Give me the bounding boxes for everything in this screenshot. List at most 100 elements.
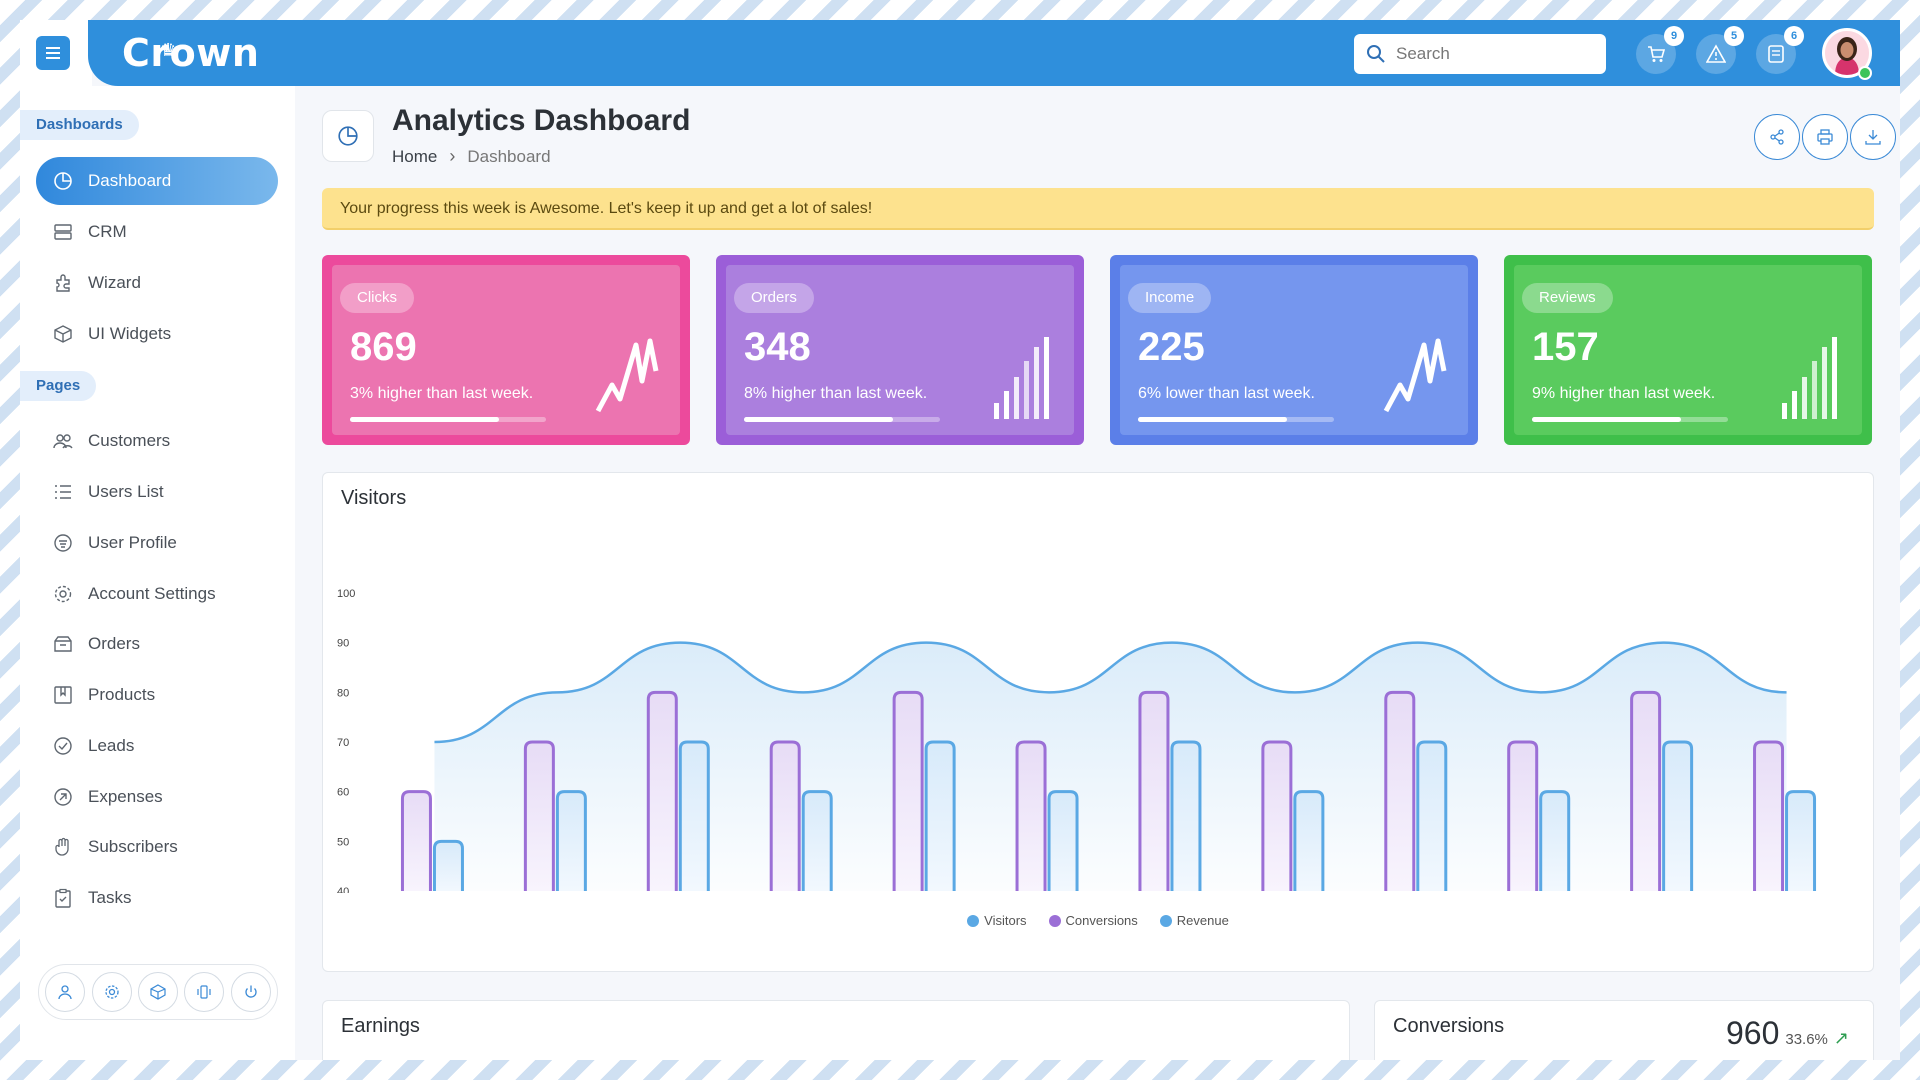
chart-legend: Visitors Conversions Revenue <box>323 913 1873 928</box>
card-note: 6% lower than last week. <box>1138 385 1315 402</box>
sidebar-item-expenses[interactable]: Expenses <box>36 773 278 821</box>
share-icon <box>1770 129 1784 145</box>
menu-button[interactable] <box>36 36 70 70</box>
messages-button[interactable]: 6 <box>1756 26 1804 74</box>
card-progress-fill <box>1532 417 1681 422</box>
sidebar-item-label: Orders <box>88 634 140 653</box>
legend-label: Revenue <box>1176 913 1229 928</box>
sidebar-item-users-list[interactable]: Users List <box>36 468 278 516</box>
conversions-panel: Conversions 960 33.6% ↗ <box>1374 1000 1874 1060</box>
y-tick-label: 40 <box>337 886 349 893</box>
sidebar-item-subscribers[interactable]: Subscribers <box>36 823 278 871</box>
earnings-panel: Earnings <box>322 1000 1350 1060</box>
sidebar-item-label: Products <box>88 685 156 704</box>
sidebar-item-dashboard[interactable]: Dashboard <box>36 157 278 205</box>
sidebar-item-label: Customers <box>88 431 171 450</box>
cube-icon <box>150 984 166 1000</box>
user-icon <box>58 985 72 1000</box>
conversions-bar <box>1384 690 1416 891</box>
card-progress <box>350 417 546 422</box>
search-input[interactable] <box>1396 44 1586 64</box>
visitors-title: Visitors <box>341 487 407 509</box>
sidebar-item-leads[interactable]: Leads <box>36 722 278 770</box>
sidebar-item-user-profile[interactable]: User Profile <box>36 519 278 567</box>
sidebar-item-ui-widgets[interactable]: UI Widgets <box>36 310 278 358</box>
visitors-line <box>434 641 1787 744</box>
widgets-button[interactable] <box>137 972 178 1012</box>
product-icon <box>52 684 74 706</box>
download-button[interactable] <box>1850 114 1896 160</box>
cart-icon <box>1648 46 1666 62</box>
vibrate-button[interactable] <box>184 972 225 1012</box>
card-value: 869 <box>350 325 417 369</box>
legend-label: Conversions <box>1065 913 1138 928</box>
card-progress <box>1532 417 1728 422</box>
sidebar-item-products[interactable]: Products <box>36 671 278 719</box>
legend-item-visitors[interactable]: Visitors <box>967 913 1027 928</box>
avatar[interactable] <box>1822 28 1872 78</box>
crown-icon: ♛ <box>160 40 177 61</box>
cart-button[interactable]: 9 <box>1636 26 1684 74</box>
search-box[interactable] <box>1354 34 1606 74</box>
card-label: Clicks <box>340 283 414 313</box>
legend-dot <box>967 914 980 927</box>
sidebar-item-orders[interactable]: Orders <box>36 620 278 668</box>
legend-dot <box>1048 914 1061 927</box>
chevron-right-icon: › <box>449 146 456 166</box>
visitors-panel: Visitors 405060708090100JanFebMarAprMayJ… <box>322 472 1874 972</box>
profile-button[interactable] <box>45 972 86 1012</box>
stat-card-clicks[interactable]: Clicks 869 3% higher than last week. <box>322 255 690 445</box>
sidebar-quick-actions <box>38 964 278 1020</box>
conversions-bar <box>400 790 432 891</box>
stat-card-income[interactable]: Income 225 6% lower than last week. <box>1110 255 1478 445</box>
vibrate-icon <box>197 985 211 999</box>
print-button[interactable] <box>1802 114 1848 160</box>
users-icon <box>52 430 74 452</box>
section-label-dashboards: Dashboards <box>20 110 139 140</box>
y-tick-label: 50 <box>337 836 349 848</box>
profile-icon <box>52 532 74 554</box>
revenue-bar <box>432 839 464 891</box>
zigzag-icon <box>1383 338 1447 413</box>
list-icon <box>52 481 74 503</box>
legend-item-revenue[interactable]: Revenue <box>1159 913 1229 928</box>
sidebar-item-label: Dashboard <box>88 171 172 190</box>
card-value: 348 <box>744 325 811 369</box>
sidebar-item-wizard[interactable]: Wizard <box>36 259 278 307</box>
breadcrumb-home[interactable]: Home <box>392 146 438 166</box>
logout-button[interactable] <box>230 972 271 1012</box>
brand-logo[interactable]: ♛ Crown <box>122 26 259 80</box>
revenue-bar <box>1416 740 1448 891</box>
conversions-percent: 33.6% <box>1785 1031 1828 1048</box>
revenue-bar <box>1293 790 1325 891</box>
stat-card-reviews[interactable]: Reviews 157 9% higher than last week. <box>1504 255 1872 445</box>
conversions-bar <box>1507 740 1539 891</box>
signal-bars-icon <box>1782 337 1837 419</box>
printer-icon <box>1817 129 1833 145</box>
legend-dot <box>1159 914 1172 927</box>
conversions-bar <box>769 740 801 891</box>
archive-icon <box>52 633 74 655</box>
zigzag-icon <box>595 338 659 413</box>
puzzle-icon <box>52 272 74 294</box>
legend-item-conversions[interactable]: Conversions <box>1048 913 1138 928</box>
sidebar-item-account-settings[interactable]: Account Settings <box>36 570 278 618</box>
revenue-bar <box>678 740 710 891</box>
sidebar-item-label: Subscribers <box>88 837 178 856</box>
share-button[interactable] <box>1754 114 1800 160</box>
stat-card-orders[interactable]: Orders 348 8% higher than last week. <box>716 255 1084 445</box>
card-progress <box>744 417 940 422</box>
search-icon <box>1367 45 1385 63</box>
top-bar <box>88 20 1900 86</box>
revenue-bar <box>1047 790 1079 891</box>
sidebar-item-customers[interactable]: Customers <box>36 417 278 465</box>
alerts-button[interactable]: 5 <box>1696 26 1744 74</box>
settings-button[interactable] <box>91 972 132 1012</box>
warning-icon <box>1706 44 1726 63</box>
sidebar-item-crm[interactable]: CRM <box>36 208 278 256</box>
sidebar-item-tasks[interactable]: Tasks <box>36 874 278 922</box>
trend-up-icon: ↗ <box>1833 1028 1849 1048</box>
revenue-bar <box>924 740 956 891</box>
sidebar-item-label: Leads <box>88 736 135 755</box>
card-progress-fill <box>744 417 893 422</box>
